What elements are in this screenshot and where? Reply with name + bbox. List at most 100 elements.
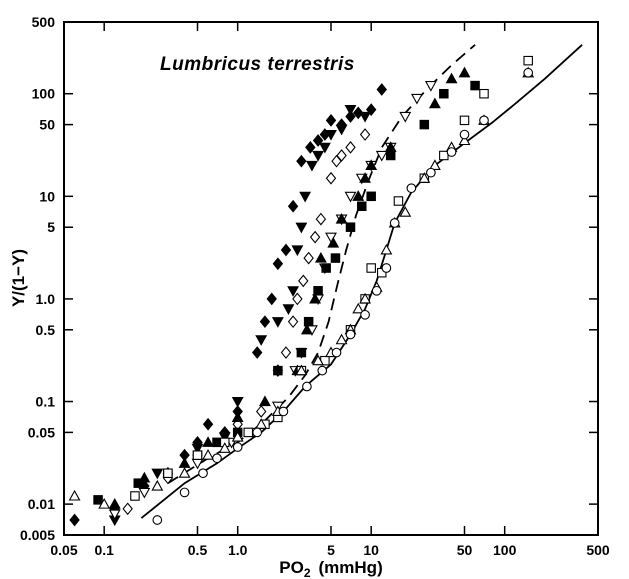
point-open-up-triangle bbox=[428, 159, 441, 170]
point-filled-up-triangle bbox=[327, 236, 340, 248]
point-filled-up-triangle bbox=[178, 457, 191, 468]
x-axis-title-unit: (mmHg) bbox=[319, 558, 383, 577]
x-tick-label: 5 bbox=[327, 542, 335, 558]
point-filled-down-triangle bbox=[295, 222, 308, 234]
point-open-up-triangle bbox=[399, 206, 412, 217]
y-tick-label: 500 bbox=[32, 14, 56, 30]
point-open-square bbox=[243, 427, 254, 438]
point-open-up-triangle bbox=[68, 489, 81, 501]
point-open-square bbox=[192, 450, 203, 460]
y-tick-label: 50 bbox=[39, 117, 55, 133]
point-filled-square bbox=[470, 80, 480, 91]
point-open-circle bbox=[381, 263, 392, 273]
point-filled-diamond bbox=[259, 315, 271, 329]
point-filled-square bbox=[366, 191, 376, 202]
y-tick-label: 1.0 bbox=[36, 291, 56, 307]
point-open-circle bbox=[331, 347, 342, 358]
point-open-up-triangle bbox=[218, 442, 231, 453]
point-filled-down-triangle bbox=[151, 468, 164, 480]
point-open-down-triangle bbox=[410, 93, 423, 105]
x-axis-title-subscript: 2 bbox=[304, 566, 311, 579]
point-open-circle bbox=[198, 468, 208, 479]
point-open-square bbox=[393, 196, 404, 206]
point-open-down-triangle bbox=[375, 150, 388, 162]
point-open-circle bbox=[389, 218, 400, 228]
point-open-up-triangle bbox=[151, 479, 164, 491]
point-open-circle bbox=[371, 285, 382, 296]
point-open-square bbox=[439, 150, 449, 161]
point-open-up-triangle bbox=[255, 418, 268, 429]
x-tick-label: 1.0 bbox=[228, 542, 248, 558]
point-filled-up-triangle bbox=[384, 141, 397, 152]
point-filled-diamond bbox=[296, 154, 307, 168]
y-tick-label: 0.5 bbox=[36, 322, 56, 338]
point-filled-up-triangle bbox=[335, 212, 348, 224]
point-filled-down-triangle bbox=[306, 160, 318, 172]
point-filled-diamond bbox=[69, 513, 80, 527]
point-open-circle bbox=[360, 309, 370, 320]
point-open-diamond bbox=[298, 274, 309, 288]
point-filled-down-triangle bbox=[318, 142, 331, 154]
point-filled-up-triangle bbox=[352, 190, 365, 201]
point-open-up-triangle bbox=[295, 364, 308, 376]
point-filled-down-triangle bbox=[287, 286, 300, 297]
point-filled-diamond bbox=[345, 110, 356, 123]
point-open-circle bbox=[278, 406, 289, 417]
point-filled-square bbox=[357, 201, 367, 212]
point-filled-square bbox=[330, 253, 341, 263]
point-filled-diamond bbox=[202, 417, 214, 431]
point-filled-square bbox=[313, 286, 323, 296]
point-filled-square bbox=[419, 119, 430, 130]
point-filled-up-triangle bbox=[259, 395, 271, 407]
plot-frame bbox=[63, 21, 599, 536]
point-filled-up-triangle bbox=[445, 72, 458, 84]
x-tick-label: 0.5 bbox=[188, 542, 208, 558]
point-open-circle bbox=[459, 129, 470, 140]
point-filled-square bbox=[93, 495, 103, 505]
chart-title: Lumbricus terrestris bbox=[160, 54, 355, 75]
point-filled-diamond bbox=[305, 140, 316, 154]
point-filled-square bbox=[296, 347, 307, 358]
point-open-square bbox=[163, 468, 173, 478]
point-filled-down-triangle bbox=[299, 191, 312, 203]
point-filled-diamond bbox=[376, 83, 387, 96]
point-open-circle bbox=[212, 453, 222, 464]
point-open-down-triangle bbox=[108, 509, 121, 521]
point-open-diamond bbox=[292, 292, 303, 306]
x-tick-label: 10 bbox=[363, 542, 379, 558]
axis-ticks bbox=[63, 21, 599, 536]
data-points bbox=[68, 55, 535, 527]
point-open-up-triangle bbox=[202, 449, 215, 460]
point-filled-down-triangle bbox=[282, 304, 295, 315]
point-open-circle bbox=[406, 183, 417, 194]
point-open-circle bbox=[479, 115, 489, 126]
point-open-circle bbox=[179, 487, 190, 498]
point-open-diamond bbox=[287, 315, 299, 329]
point-open-up-triangle bbox=[380, 243, 393, 255]
point-open-circle bbox=[446, 147, 457, 157]
point-open-diamond bbox=[122, 502, 133, 516]
x-tick-label: 0.1 bbox=[94, 542, 114, 558]
point-filled-up-triangle bbox=[365, 159, 378, 170]
point-open-circle bbox=[252, 427, 263, 438]
point-open-down-triangle bbox=[138, 487, 151, 499]
x-tick-label: 0.05 bbox=[50, 542, 77, 558]
x-tick-label: 100 bbox=[493, 542, 517, 558]
point-filled-down-triangle bbox=[335, 124, 348, 136]
point-open-square bbox=[130, 491, 140, 501]
point-filled-down-triangle bbox=[231, 396, 244, 408]
point-open-square bbox=[479, 88, 489, 99]
point-filled-square bbox=[345, 222, 356, 232]
point-open-diamond bbox=[359, 128, 371, 141]
point-open-circle bbox=[345, 329, 356, 340]
x-axis-title: PO2 (mmHg) bbox=[279, 558, 382, 579]
point-filled-diamond bbox=[353, 106, 364, 120]
point-filled-square bbox=[133, 478, 144, 488]
axis-tick-labels: 0.05 0.1 0.5 1.0 5 10 50 100 500 0.005 0.01 0.05 0.1… bbox=[20, 14, 610, 558]
y-tick-label: 0.01 bbox=[28, 496, 55, 512]
point-open-up-triangle bbox=[231, 430, 244, 442]
point-open-circle bbox=[232, 442, 243, 452]
y-tick-label: 10 bbox=[39, 188, 55, 204]
point-filled-up-triangle bbox=[202, 436, 215, 447]
